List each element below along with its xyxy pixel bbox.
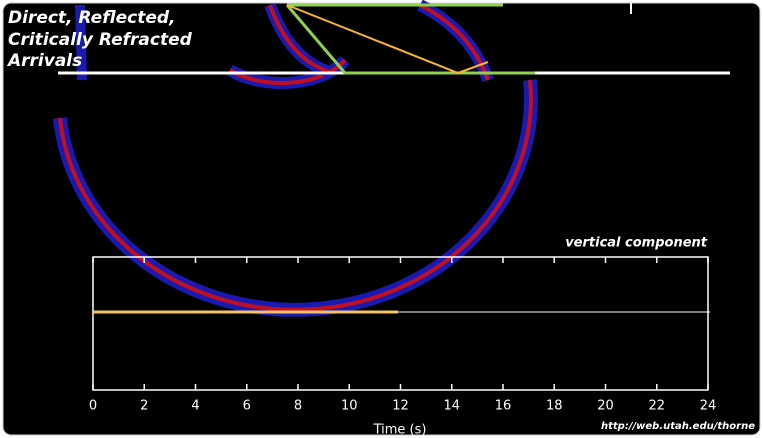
component-label: vertical component [565, 236, 708, 251]
title-line: Critically Refracted [8, 30, 193, 50]
x-tick-label: 18 [546, 399, 563, 414]
video-frame: Direct, Reflected, Critically Refracted … [0, 0, 763, 438]
x-tick-label: 24 [700, 399, 717, 414]
x-tick-label: 22 [648, 399, 665, 414]
title-line: Arrivals [6, 51, 82, 71]
x-tick-label: 0 [89, 399, 97, 414]
x-tick-label: 6 [243, 399, 251, 414]
title-line: Direct, Reflected, [8, 8, 175, 28]
x-tick-label: 2 [140, 399, 148, 414]
x-tick-label: 20 [597, 399, 614, 414]
x-tick-label: 12 [392, 399, 409, 414]
axis-label: Time (s) [373, 423, 427, 438]
x-tick-label: 10 [341, 399, 358, 414]
credit: http://web.utah.edu/thorne [601, 421, 755, 432]
x-tick-label: 16 [495, 399, 512, 414]
x-tick-label: 4 [191, 399, 199, 414]
x-tick-label: 8 [294, 399, 302, 414]
x-tick-label: 14 [443, 399, 460, 414]
frame [3, 3, 760, 435]
